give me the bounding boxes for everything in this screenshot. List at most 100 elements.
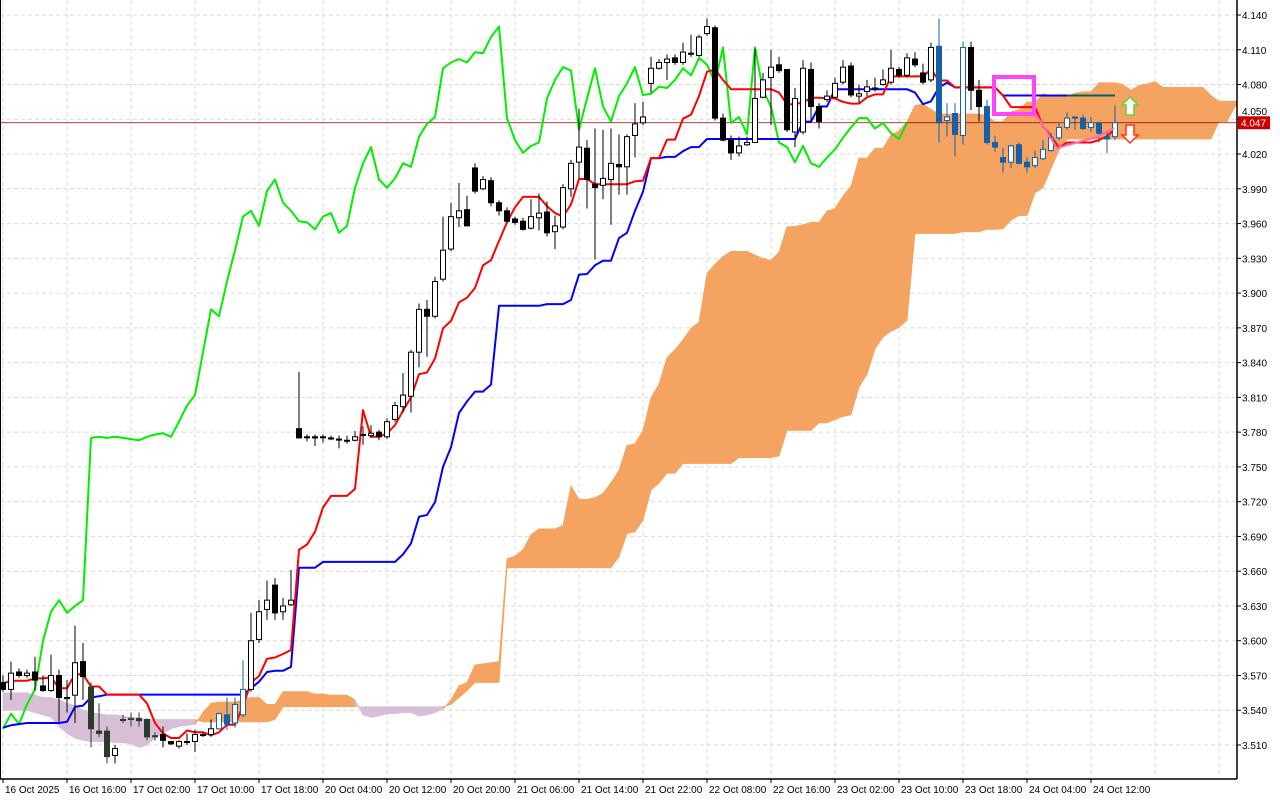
time-tick-label: 23 Oct 02:00 [837, 785, 895, 796]
price-tick-label: 3.630 [1242, 602, 1267, 613]
candle-bullish [576, 108, 582, 179]
candle-body [24, 672, 30, 676]
candle-body [944, 116, 950, 121]
price-tick-label: 3.870 [1242, 324, 1267, 335]
candle-body [352, 436, 358, 441]
candle-body [912, 58, 918, 66]
candle-bullish [600, 129, 606, 200]
candle-body [320, 436, 326, 439]
candle-body [672, 57, 678, 64]
candle-bearish [464, 195, 470, 227]
candle-body [744, 141, 750, 146]
candle-bullish [152, 732, 158, 741]
candle-bullish [48, 654, 54, 692]
candle-bearish [968, 41, 974, 111]
candle-body [80, 661, 86, 678]
candle-body [752, 97, 758, 143]
candle-bullish [1088, 116, 1094, 133]
time-tick-label: 21 Oct 06:00 [517, 785, 575, 796]
candle-body [1040, 148, 1046, 160]
candle-body [72, 662, 78, 696]
candle-body [864, 86, 870, 92]
cloud-segment-bullish [874, 147, 884, 350]
candle-body [704, 26, 710, 35]
candle-body [1056, 126, 1062, 139]
candle-bullish [640, 101, 646, 126]
candle-body [728, 139, 734, 154]
candle-bullish [768, 49, 774, 126]
candle-bullish [752, 48, 758, 143]
candle-bullish [528, 199, 534, 230]
candle-bullish [744, 136, 750, 146]
candle-bullish [536, 193, 542, 231]
candle-body [48, 674, 54, 692]
candle-bullish [24, 669, 30, 678]
candle-bullish [120, 714, 126, 723]
candle-bullish [344, 435, 350, 444]
candle-body [264, 599, 270, 610]
candle-body [792, 97, 798, 133]
candle-body [592, 183, 598, 189]
cloud-segment-bullish [330, 694, 340, 708]
candle-bearish [592, 128, 598, 260]
candle-bullish [552, 215, 558, 250]
candle-bullish [336, 435, 342, 449]
candle-bearish [1080, 114, 1086, 130]
candle-bullish [856, 84, 862, 104]
candle-body [376, 431, 382, 438]
candle-body [448, 216, 454, 250]
candle-bearish [616, 134, 622, 195]
sell-down-arrow-icon [1120, 124, 1140, 145]
candle-bullish [216, 712, 222, 730]
cloud-segment-bullish [810, 222, 820, 432]
candle-bearish [720, 113, 726, 142]
candle-body [520, 220, 526, 230]
candle-bullish [656, 59, 662, 70]
cloud-segment-bearish [370, 706, 380, 718]
cloud-segment-bearish [386, 706, 396, 715]
candle-body [800, 67, 806, 133]
candle-body [56, 674, 62, 698]
cloud-segment-bullish [1186, 87, 1196, 140]
candle-bearish [504, 207, 510, 223]
candle-bearish [472, 163, 478, 194]
candle-body [528, 216, 534, 229]
candle-body [120, 719, 126, 722]
cloud-segment-bullish [322, 693, 332, 708]
price-tick-label: 3.510 [1242, 741, 1267, 752]
candle-bearish [1016, 142, 1022, 165]
price-tick-label: 4.080 [1242, 81, 1267, 92]
candle-body [456, 210, 462, 219]
candle-bearish [424, 300, 430, 357]
candle-bullish [280, 597, 286, 620]
candle-bullish [824, 90, 830, 102]
time-tick-label: 22 Oct 08:00 [709, 785, 767, 796]
candle-bearish [992, 135, 998, 152]
candle-bullish [664, 54, 670, 80]
candle-body [1088, 122, 1094, 128]
candle-body [0, 681, 6, 690]
cloud-segment-bullish [282, 691, 292, 708]
candle-bullish [1040, 140, 1046, 160]
candle-body [176, 741, 182, 747]
candle-bearish [272, 578, 278, 620]
price-tick-label: 3.750 [1242, 463, 1267, 474]
candle-body [896, 68, 902, 76]
candle-body [216, 713, 222, 730]
candles [0, 18, 1118, 764]
candle-bearish [16, 668, 22, 678]
candle-bearish [712, 25, 718, 121]
cloud-segment-bullish [546, 528, 556, 569]
candle-bearish [312, 434, 318, 447]
candle-body [168, 741, 174, 745]
candle-body [1000, 157, 1006, 163]
candle-bullish [192, 729, 198, 752]
candle-body [992, 141, 998, 148]
current-price-label-bg [1238, 116, 1270, 130]
candle-body [872, 87, 878, 90]
candle-bullish [480, 176, 486, 190]
cloud-segment-bullish [1138, 83, 1148, 140]
candle-bullish [704, 18, 710, 36]
cloud-segment-bullish [738, 250, 748, 459]
